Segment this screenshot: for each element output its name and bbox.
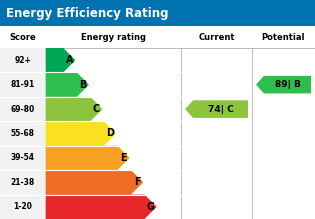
Text: 55-68: 55-68 bbox=[11, 129, 35, 138]
Text: A: A bbox=[66, 55, 73, 65]
Bar bbox=[0, 121, 46, 146]
Text: C: C bbox=[93, 104, 100, 114]
Text: 39-54: 39-54 bbox=[11, 154, 35, 162]
Bar bbox=[0, 97, 46, 121]
Polygon shape bbox=[46, 146, 130, 170]
Polygon shape bbox=[46, 194, 157, 219]
Bar bbox=[0, 48, 46, 72]
Polygon shape bbox=[46, 72, 89, 97]
Bar bbox=[0, 0, 315, 26]
Text: B: B bbox=[79, 80, 87, 90]
Text: D: D bbox=[106, 129, 114, 138]
Polygon shape bbox=[46, 121, 116, 146]
Polygon shape bbox=[46, 170, 143, 194]
Text: 1-20: 1-20 bbox=[14, 202, 32, 211]
Text: F: F bbox=[134, 177, 140, 187]
Bar bbox=[0, 72, 46, 97]
Polygon shape bbox=[46, 48, 76, 72]
Polygon shape bbox=[46, 97, 103, 121]
Text: 81-91: 81-91 bbox=[11, 80, 35, 89]
Text: Current: Current bbox=[198, 32, 235, 41]
Bar bbox=[0, 194, 46, 219]
Text: Energy Efficiency Rating: Energy Efficiency Rating bbox=[6, 7, 169, 19]
Text: 89| B: 89| B bbox=[275, 80, 301, 89]
Bar bbox=[0, 26, 315, 48]
Polygon shape bbox=[256, 76, 311, 94]
Text: Score: Score bbox=[9, 32, 36, 41]
Text: 74| C: 74| C bbox=[208, 104, 233, 114]
Text: Energy rating: Energy rating bbox=[81, 32, 146, 41]
Polygon shape bbox=[185, 100, 248, 118]
Text: E: E bbox=[120, 153, 127, 163]
Text: 21-38: 21-38 bbox=[11, 178, 35, 187]
Text: 69-80: 69-80 bbox=[11, 104, 35, 114]
Text: G: G bbox=[147, 202, 155, 212]
Text: Potential: Potential bbox=[262, 32, 305, 41]
Bar bbox=[0, 170, 46, 194]
Bar bbox=[0, 146, 46, 170]
Text: 92+: 92+ bbox=[14, 56, 31, 65]
